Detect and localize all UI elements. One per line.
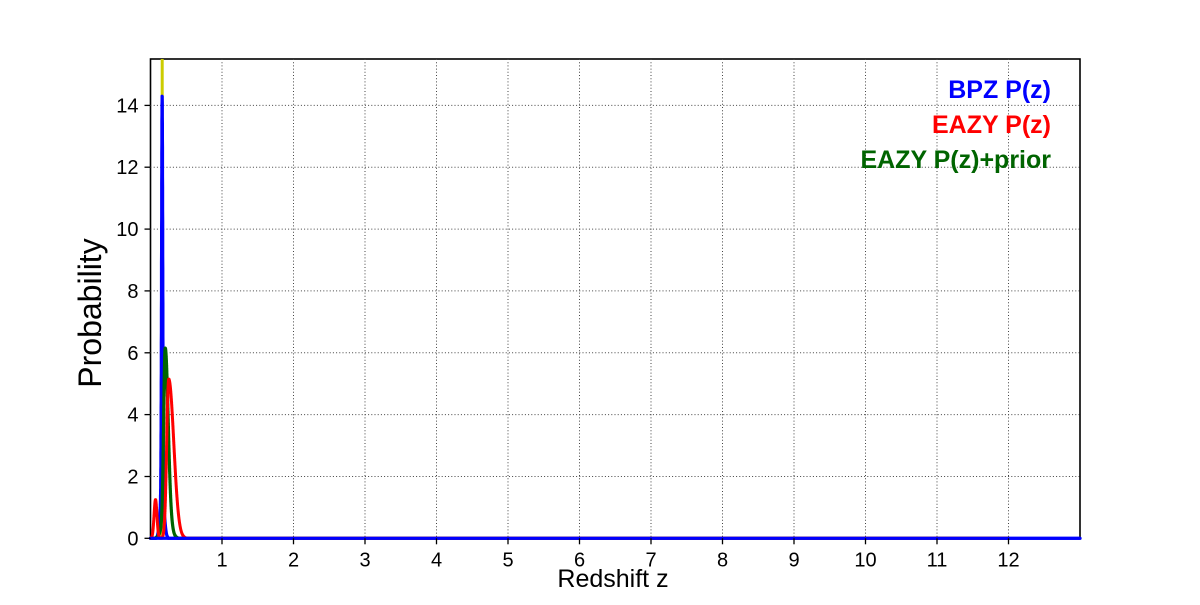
svg-text:12: 12 xyxy=(997,549,1019,571)
svg-text:12: 12 xyxy=(116,157,138,179)
svg-text:Redshift z: Redshift z xyxy=(557,565,668,593)
svg-text:6: 6 xyxy=(127,343,138,365)
svg-text:2: 2 xyxy=(288,549,299,571)
svg-text:BPZ P(z): BPZ P(z) xyxy=(948,76,1051,104)
svg-text:4: 4 xyxy=(431,549,442,571)
svg-text:1: 1 xyxy=(216,549,227,571)
svg-text:10: 10 xyxy=(854,549,876,571)
svg-text:8: 8 xyxy=(717,549,728,571)
svg-text:8: 8 xyxy=(127,281,138,303)
svg-text:9: 9 xyxy=(788,549,799,571)
svg-text:14: 14 xyxy=(116,95,138,117)
svg-text:Probability: Probability xyxy=(72,238,108,387)
svg-text:3: 3 xyxy=(359,549,370,571)
svg-text:4: 4 xyxy=(127,405,138,427)
svg-text:5: 5 xyxy=(502,549,513,571)
svg-text:11: 11 xyxy=(927,549,948,571)
svg-text:10: 10 xyxy=(116,219,138,241)
svg-text:2: 2 xyxy=(127,467,138,489)
svg-text:0: 0 xyxy=(127,528,138,550)
svg-text:EAZY P(z)+prior: EAZY P(z)+prior xyxy=(860,146,1051,174)
svg-text:EAZY P(z): EAZY P(z) xyxy=(932,111,1051,139)
